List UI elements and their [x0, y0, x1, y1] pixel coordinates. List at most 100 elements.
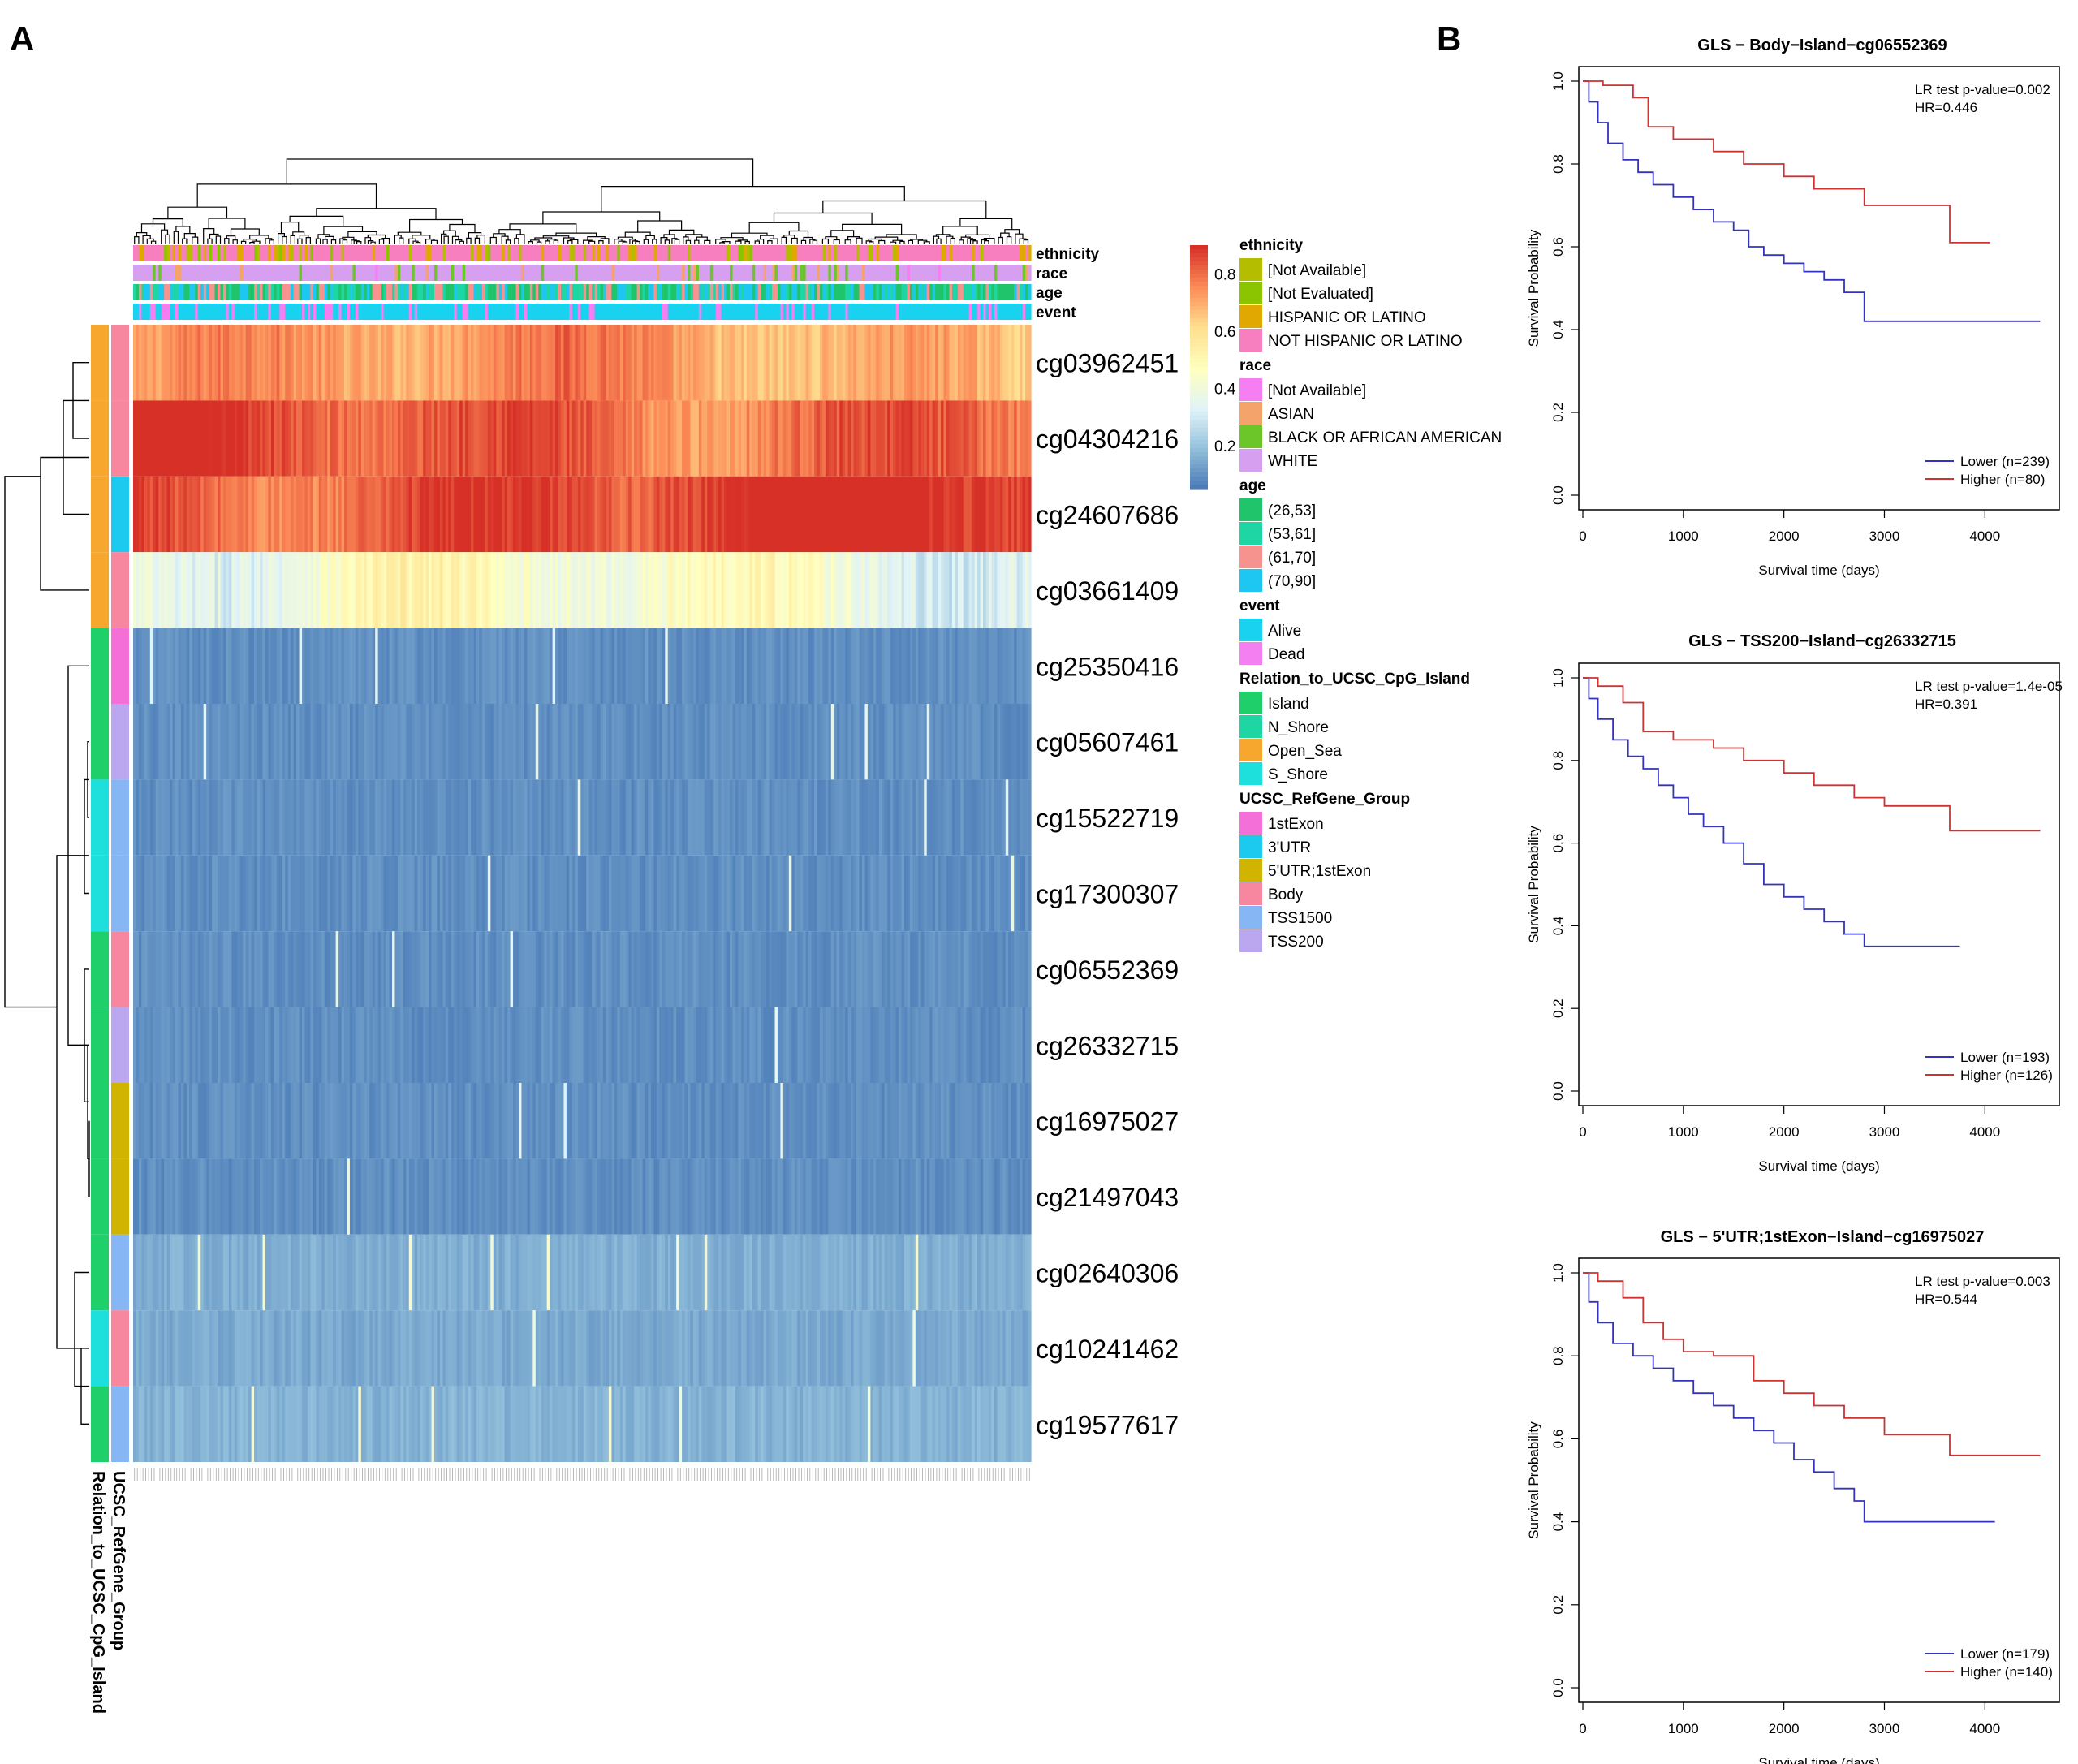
heatmap-cell: [617, 552, 621, 628]
heatmap-cell: [999, 476, 1003, 553]
heatmap-cell: [423, 628, 427, 704]
heatmap-cell: [713, 931, 717, 1007]
annotation-cell: [957, 284, 961, 300]
annotation-cell: [1014, 265, 1018, 281]
heatmap-cell: [338, 855, 343, 932]
heatmap-cell: [481, 1158, 485, 1235]
heatmap-cell: [974, 931, 978, 1007]
heatmap-cell: [709, 325, 714, 401]
annotation-cell: [414, 304, 418, 320]
annotation-cell: [938, 245, 942, 261]
heatmap-cell: [606, 1083, 610, 1159]
heatmap-cell: [206, 855, 210, 932]
annotation-cell: [569, 304, 573, 320]
annotation-cell: [893, 284, 897, 300]
heatmap-cell: [803, 1007, 807, 1083]
annotation-cell: [780, 245, 784, 261]
heatmap-cell: [780, 552, 784, 628]
heatmap-cell: [679, 552, 683, 628]
heatmap-cell: [707, 325, 711, 401]
heatmap-cell: [265, 1007, 269, 1083]
heatmap-cell: [257, 552, 261, 628]
heatmap-cell: [175, 552, 179, 628]
heatmap-cell: [876, 931, 880, 1007]
heatmap-cell: [774, 704, 778, 780]
heatmap-cell: [794, 552, 798, 628]
heatmap-cell: [276, 1083, 280, 1159]
heatmap-cell: [698, 779, 702, 856]
heatmap-cell: [209, 1083, 213, 1159]
heatmap-cell: [304, 400, 308, 477]
heatmap-cell: [243, 628, 247, 704]
heatmap-cell: [136, 704, 140, 780]
heatmap-cell: [381, 628, 385, 704]
heatmap-cell: [364, 855, 368, 932]
heatmap-cell: [195, 476, 199, 553]
heatmap-cell: [782, 628, 787, 704]
annotation-cell: [507, 265, 511, 281]
heatmap-cell: [313, 400, 317, 477]
heatmap-cell: [485, 552, 489, 628]
heatmap-cell: [166, 325, 170, 401]
heatmap-cell: [907, 779, 911, 856]
annotation-cell: [822, 265, 826, 281]
heatmap-cell: [521, 552, 525, 628]
heatmap-cell: [212, 1083, 216, 1159]
heatmap-cell: [600, 400, 604, 477]
annotation-cell: [510, 245, 514, 261]
annotation-cell: [481, 304, 485, 320]
heatmap-cell: [433, 552, 438, 628]
heatmap-cell: [414, 931, 418, 1007]
heatmap-cell: [302, 476, 306, 553]
heatmap-cell: [1022, 855, 1026, 932]
annotation-cell: [679, 265, 683, 281]
heatmap-cell: [988, 1083, 993, 1159]
heatmap-cell: [192, 779, 196, 856]
heatmap-cell: [433, 400, 438, 477]
heatmap-cell: [541, 552, 545, 628]
annotation-cell: [433, 265, 438, 281]
annotation-cell: [966, 245, 970, 261]
heatmap-cell: [144, 855, 148, 932]
heatmap-cell: [296, 779, 300, 856]
heatmap-cell: [867, 552, 871, 628]
heatmap-cell: [307, 400, 312, 477]
heatmap-cell: [344, 628, 348, 704]
heatmap-cell: [369, 1007, 373, 1083]
annotation-cell: [243, 284, 247, 300]
heatmap-cell: [389, 552, 393, 628]
heatmap-cell: [465, 931, 469, 1007]
heatmap-cell: [535, 325, 539, 401]
heatmap-cell: [352, 1007, 356, 1083]
heatmap-cell: [558, 476, 562, 553]
heatmap-cell: [276, 855, 280, 932]
heatmap-cell: [282, 325, 286, 401]
heatmap-cell: [222, 1083, 227, 1159]
heatmap-cell: [575, 779, 579, 856]
heatmap-cell: [1008, 779, 1012, 856]
heatmap-cell: [640, 628, 644, 704]
heatmap-cell: [667, 1007, 671, 1083]
heatmap-cell: [985, 552, 989, 628]
heatmap-cell: [133, 931, 137, 1007]
annotation-cell: [788, 304, 792, 320]
heatmap-cell: [853, 400, 857, 477]
heatmap-cell: [926, 855, 930, 932]
refgene-group-strip: [111, 400, 129, 477]
heatmap-cell: [180, 1083, 185, 1159]
heatmap-cell: [606, 628, 610, 704]
heatmap-cell: [279, 779, 283, 856]
heatmap-cell: [521, 476, 525, 553]
heatmap-cell: [465, 400, 469, 477]
annotation-cell: [859, 245, 863, 261]
annotation-cell: [408, 265, 412, 281]
heatmap-cell: [608, 400, 613, 477]
heatmap-cell: [364, 325, 368, 401]
heatmap-cell: [558, 855, 562, 932]
heatmap-cell: [358, 931, 362, 1007]
annotation-cell: [575, 265, 579, 281]
heatmap-cell: [977, 400, 981, 477]
heatmap-cell: [690, 325, 694, 401]
heatmap-cell: [634, 1007, 638, 1083]
heatmap-cell: [882, 779, 886, 856]
